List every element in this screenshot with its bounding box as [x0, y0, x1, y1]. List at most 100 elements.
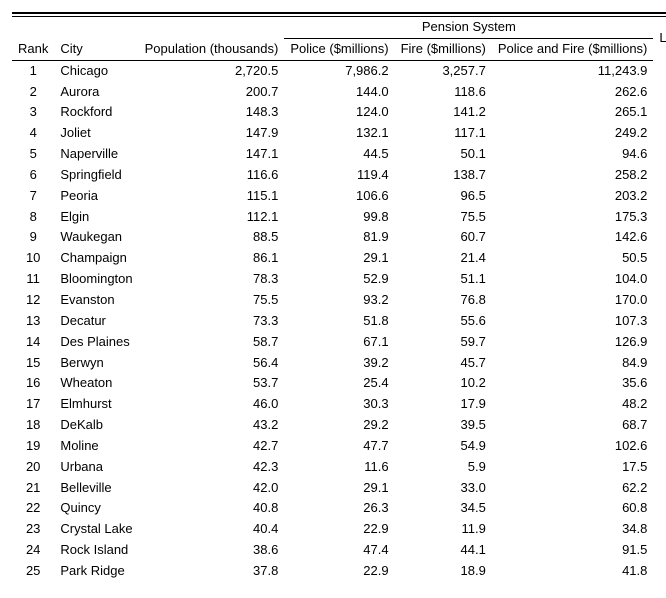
table-row: 13Decatur73.351.855.6107.31,465: [12, 311, 666, 332]
cell-police: 39.2: [284, 353, 394, 374]
cell-fire: 55.6: [395, 311, 492, 332]
header-pension-group: Pension System: [284, 17, 653, 39]
cell-police_fire: 11,243.9: [492, 60, 654, 81]
cell-population: 116.6: [139, 165, 285, 186]
cell-population: 38.6: [139, 540, 285, 561]
cell-police_fire: 102.6: [492, 436, 654, 457]
cell-liability: 1,049: [653, 394, 666, 415]
cell-liability: 860: [653, 519, 666, 540]
cell-police_fire: 50.5: [492, 248, 654, 269]
cell-rank: 25: [12, 561, 54, 582]
cell-population: 42.0: [139, 478, 285, 499]
cell-city: Quincy: [54, 498, 138, 519]
cell-fire: 3,257.7: [395, 60, 492, 81]
header-fire: Fire ($millions): [395, 38, 492, 60]
table-row: 4Joliet147.9132.1117.1249.21,685: [12, 123, 666, 144]
cell-population: 42.7: [139, 436, 285, 457]
cell-police: 119.4: [284, 165, 394, 186]
cell-fire: 141.2: [395, 102, 492, 123]
cell-police: 81.9: [284, 227, 394, 248]
cell-police: 30.3: [284, 394, 394, 415]
cell-police: 11.6: [284, 457, 394, 478]
table-row: 9Waukegan88.581.960.7142.61,611: [12, 227, 666, 248]
cell-police: 99.8: [284, 207, 394, 228]
cell-liability: 2,162: [653, 332, 666, 353]
cell-population: 147.1: [139, 144, 285, 165]
cell-fire: 5.9: [395, 457, 492, 478]
cell-police: 44.5: [284, 144, 394, 165]
header-police-fire: Police and Fire ($millions): [492, 38, 654, 60]
cell-population: 56.4: [139, 353, 285, 374]
cell-rank: 2: [12, 82, 54, 103]
cell-city: Urbana: [54, 457, 138, 478]
cell-rank: 12: [12, 290, 54, 311]
cell-fire: 18.9: [395, 561, 492, 582]
cell-population: 43.2: [139, 415, 285, 436]
cell-police_fire: 142.6: [492, 227, 654, 248]
cell-liability: 413: [653, 457, 666, 478]
cell-rank: 23: [12, 519, 54, 540]
cell-police_fire: 68.7: [492, 415, 654, 436]
cell-police: 132.1: [284, 123, 394, 144]
cell-police_fire: 35.6: [492, 373, 654, 394]
cell-population: 40.4: [139, 519, 285, 540]
table-row: 24Rock Island38.647.444.191.52,368: [12, 540, 666, 561]
cell-rank: 14: [12, 332, 54, 353]
cell-rank: 6: [12, 165, 54, 186]
table-row: 19Moline42.747.754.9102.62,404: [12, 436, 666, 457]
cell-city: Rockford: [54, 102, 138, 123]
table-row: 14Des Plaines58.767.159.7126.92,162: [12, 332, 666, 353]
cell-city: Peoria: [54, 186, 138, 207]
cell-liability: 1,309: [653, 82, 666, 103]
table-row: 12Evanston75.593.276.8170.02,251: [12, 290, 666, 311]
pension-table: Pension System Liability per capita ($) …: [12, 12, 666, 582]
cell-rank: 18: [12, 415, 54, 436]
cell-population: 73.3: [139, 311, 285, 332]
cell-liability: 1,590: [653, 415, 666, 436]
cell-rank: 16: [12, 373, 54, 394]
cell-city: Belleville: [54, 478, 138, 499]
cell-fire: 39.5: [395, 415, 492, 436]
cell-fire: 54.9: [395, 436, 492, 457]
cell-rank: 1: [12, 60, 54, 81]
cell-fire: 118.6: [395, 82, 492, 103]
cell-city: Champaign: [54, 248, 138, 269]
table-row: 21Belleville42.029.133.062.21,480: [12, 478, 666, 499]
cell-liability: 586: [653, 248, 666, 269]
cell-police_fire: 41.8: [492, 561, 654, 582]
cell-rank: 24: [12, 540, 54, 561]
cell-police: 29.1: [284, 248, 394, 269]
table-row: 25Park Ridge37.822.918.941.81,106: [12, 561, 666, 582]
cell-police_fire: 262.6: [492, 82, 654, 103]
cell-fire: 117.1: [395, 123, 492, 144]
cell-police: 51.8: [284, 311, 394, 332]
cell-police: 29.2: [284, 415, 394, 436]
cell-police_fire: 258.2: [492, 165, 654, 186]
cell-population: 200.7: [139, 82, 285, 103]
cell-police_fire: 62.2: [492, 478, 654, 499]
cell-rank: 3: [12, 102, 54, 123]
table-row: 8Elgin112.199.875.5175.31,564: [12, 207, 666, 228]
cell-population: 86.1: [139, 248, 285, 269]
cell-rank: 19: [12, 436, 54, 457]
cell-police: 22.9: [284, 519, 394, 540]
cell-police_fire: 203.2: [492, 186, 654, 207]
cell-police: 124.0: [284, 102, 394, 123]
cell-fire: 33.0: [395, 478, 492, 499]
cell-population: 112.1: [139, 207, 285, 228]
cell-rank: 21: [12, 478, 54, 499]
table-row: 5Naperville147.144.550.194.6643: [12, 144, 666, 165]
cell-city: Evanston: [54, 290, 138, 311]
table-row: 11Bloomington78.352.951.1104.01,328: [12, 269, 666, 290]
cell-liability: 1,491: [653, 498, 666, 519]
cell-population: 42.3: [139, 457, 285, 478]
cell-police_fire: 94.6: [492, 144, 654, 165]
cell-city: Bloomington: [54, 269, 138, 290]
cell-police: 144.0: [284, 82, 394, 103]
cell-population: 2,720.5: [139, 60, 285, 81]
header-liability: Liability per capita ($): [653, 17, 666, 61]
cell-police_fire: 48.2: [492, 394, 654, 415]
cell-police: 106.6: [284, 186, 394, 207]
cell-city: Waukegan: [54, 227, 138, 248]
cell-rank: 8: [12, 207, 54, 228]
